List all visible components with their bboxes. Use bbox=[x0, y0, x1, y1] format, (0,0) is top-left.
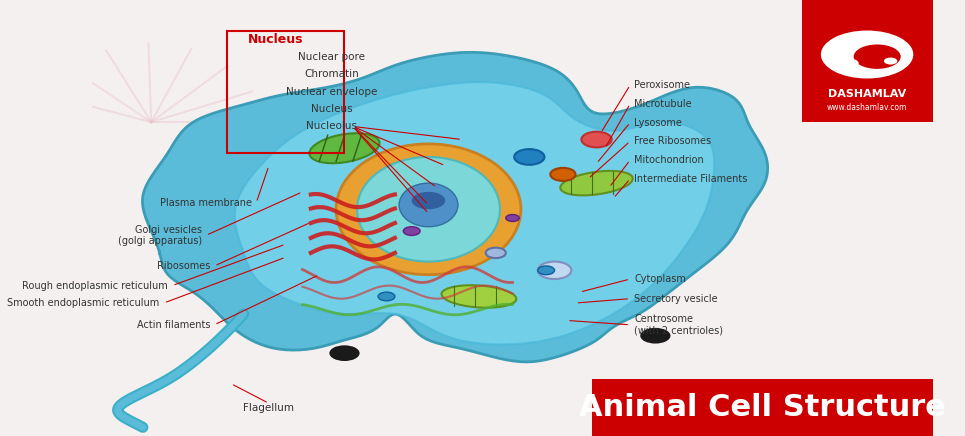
Text: Peroxisome: Peroxisome bbox=[634, 80, 690, 90]
Circle shape bbox=[329, 345, 360, 361]
Circle shape bbox=[538, 266, 555, 275]
Text: www.dashamlav.com: www.dashamlav.com bbox=[827, 103, 907, 112]
Text: Nuclear envelope: Nuclear envelope bbox=[287, 87, 377, 96]
Text: Chromatin: Chromatin bbox=[305, 69, 359, 79]
Circle shape bbox=[550, 168, 575, 181]
Text: Nucleolus: Nucleolus bbox=[306, 122, 357, 131]
Text: Centrosome
(with 2 centrioles): Centrosome (with 2 centrioles) bbox=[634, 314, 724, 336]
Polygon shape bbox=[143, 52, 767, 362]
Text: Rough endoplasmic reticulum: Rough endoplasmic reticulum bbox=[22, 281, 168, 290]
Text: Actin filaments: Actin filaments bbox=[137, 320, 210, 330]
FancyBboxPatch shape bbox=[803, 0, 932, 122]
Text: Microtubule: Microtubule bbox=[634, 99, 692, 109]
Circle shape bbox=[538, 262, 571, 279]
Ellipse shape bbox=[400, 183, 458, 227]
Text: Free Ribosomes: Free Ribosomes bbox=[634, 136, 711, 146]
Text: Flagellum: Flagellum bbox=[243, 403, 294, 412]
Circle shape bbox=[821, 31, 913, 78]
Ellipse shape bbox=[336, 144, 521, 275]
Text: Golgi vesicles
(golgi apparatus): Golgi vesicles (golgi apparatus) bbox=[118, 225, 202, 246]
Ellipse shape bbox=[561, 171, 633, 195]
Circle shape bbox=[412, 192, 445, 209]
Text: Ribosomes: Ribosomes bbox=[156, 261, 210, 271]
Circle shape bbox=[884, 58, 897, 65]
Text: Mitochondrion: Mitochondrion bbox=[634, 155, 704, 165]
Text: Secretory vesicle: Secretory vesicle bbox=[634, 294, 718, 303]
Circle shape bbox=[854, 44, 900, 69]
Text: Lysosome: Lysosome bbox=[634, 118, 682, 127]
Circle shape bbox=[640, 328, 671, 344]
Circle shape bbox=[378, 292, 395, 301]
Ellipse shape bbox=[357, 157, 500, 262]
Text: Smooth endoplasmic reticulum: Smooth endoplasmic reticulum bbox=[8, 298, 159, 308]
Circle shape bbox=[841, 59, 859, 68]
Text: Intermediate Filaments: Intermediate Filaments bbox=[634, 174, 748, 184]
Circle shape bbox=[514, 149, 544, 165]
Text: Nucleus: Nucleus bbox=[248, 33, 303, 46]
Polygon shape bbox=[234, 82, 714, 344]
Text: Cytoplasm: Cytoplasm bbox=[634, 274, 686, 284]
Circle shape bbox=[582, 132, 612, 147]
Text: Animal Cell Structure: Animal Cell Structure bbox=[579, 393, 947, 422]
Ellipse shape bbox=[310, 133, 379, 163]
Text: Plasma membrane: Plasma membrane bbox=[160, 198, 252, 208]
Circle shape bbox=[506, 215, 519, 221]
FancyBboxPatch shape bbox=[593, 379, 932, 436]
Ellipse shape bbox=[442, 285, 516, 308]
Text: Nuclear pore: Nuclear pore bbox=[298, 52, 366, 61]
Text: DASHAMLAV: DASHAMLAV bbox=[828, 89, 906, 99]
Circle shape bbox=[485, 248, 506, 258]
Circle shape bbox=[403, 227, 420, 235]
Text: Nucleus: Nucleus bbox=[311, 104, 352, 114]
